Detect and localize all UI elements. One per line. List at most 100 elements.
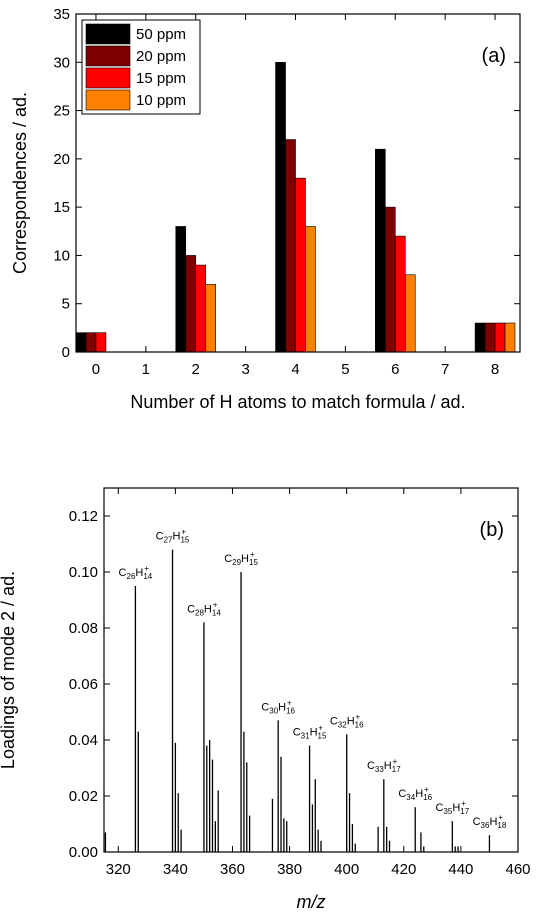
bar [185,255,197,353]
y-tick-label: 20 [53,151,70,168]
x-tick-label: 6 [391,361,399,378]
y-tick-label: 0.06 [69,676,98,693]
legend-label: 15 ppm [136,70,186,87]
peak-label-part: + [318,724,323,733]
peak-label-part: 29 [232,558,241,567]
plot-frame [103,487,519,853]
peak-label-part: H [452,802,460,814]
peak-label-part: + [461,799,466,808]
bar [504,322,516,353]
peak-label-part: + [250,550,255,559]
peak-label-part: C [293,727,301,739]
peak-label-part: C [473,816,481,828]
x-tick-label: 7 [441,361,449,378]
peak-label-part: + [144,564,149,573]
x-tick-label: 0 [92,361,100,378]
bar [484,322,496,353]
peak-label-part: C [119,567,127,579]
peak-label-part: H [347,715,355,727]
peak-label-part: 16 [423,793,432,802]
legend-swatch [85,89,131,111]
legend-label: 50 ppm [136,26,186,43]
peak-label-part: 33 [375,765,384,774]
peak-label-part: 14 [212,608,221,617]
peak-label-part: C [367,760,375,772]
peak-label-part: 17 [460,807,469,816]
peak-label-part: H [204,603,212,615]
peak-label: C28H14+ [187,600,221,617]
peak-label-part: 15 [180,536,189,545]
peak-label-part: 16 [355,720,364,729]
peak-label: C32H16+ [330,712,364,729]
peak-label: C26H14+ [119,564,153,581]
peak-label: C29H15+ [224,550,258,567]
peak-label-part: 32 [338,720,347,729]
peak-label-part: 16 [286,706,295,715]
peak-label-part: 27 [164,536,173,545]
x-tick-label: 420 [391,861,416,878]
legend-swatch [85,67,131,89]
x-tick-label: 2 [192,361,200,378]
bar [195,264,207,353]
peak-label-part: H [415,788,423,800]
x-tick-label: 440 [448,861,473,878]
peak-label-part: 18 [497,821,506,830]
x-axis-label: Number of H atoms to match formula / ad. [130,392,465,412]
plot-frame [75,13,521,353]
peak-label-part: + [424,785,429,794]
y-tick-label: 0.12 [69,508,98,525]
peak-label-part: + [356,712,361,721]
peak-label-part: + [287,698,292,707]
bar [275,61,286,353]
x-tick-label: 460 [505,861,530,878]
peak-label-part: 35 [443,807,452,816]
y-tick-label: 30 [53,54,70,71]
y-tick-label: 15 [53,199,70,216]
x-axis-label: m/z [297,892,326,912]
bar [494,322,506,353]
legend-swatch [85,23,131,45]
peak-label-part: 31 [301,732,310,741]
bar [394,235,406,353]
bar [95,332,107,353]
x-tick-label: 400 [334,861,359,878]
y-tick-label: 10 [53,247,70,264]
peak-label: C36H18+ [473,813,507,830]
peak-label-part: H [310,727,318,739]
peak-label-part: 36 [481,821,490,830]
peak-label-part: + [393,757,398,766]
bar [385,206,396,353]
bar [175,226,187,353]
x-tick-label: 320 [106,861,131,878]
x-tick-label: 340 [163,861,188,878]
legend-label: 20 ppm [136,48,186,65]
peak-label-part: 30 [269,706,278,715]
y-tick-label: 35 [53,6,70,23]
bar [295,177,306,353]
peak-label-part: 14 [143,572,152,581]
y-axis-label: Loadings of mode 2 / ad. [0,571,18,769]
peak-label-part: 28 [195,608,204,617]
peak-label-part: H [135,567,143,579]
peak-label: C30H16+ [261,698,295,715]
bar [305,226,316,353]
peak-label-part: + [181,528,186,537]
bar [75,332,87,353]
y-tick-label: 25 [53,103,70,120]
x-tick-label: 360 [220,861,245,878]
y-tick-label: 0.08 [69,620,98,637]
peak-label-part: 15 [249,558,258,567]
peak-label-part: + [213,600,218,609]
legend-label: 10 ppm [136,92,186,109]
bar [205,284,216,353]
bar [285,139,296,353]
y-tick-label: 0.04 [69,732,98,749]
peak-label-part: H [173,531,181,543]
peak-label-part: C [261,701,269,713]
x-tick-label: 8 [491,361,499,378]
peak-label-part: 34 [406,793,415,802]
bar [375,148,386,353]
peak-label-part: C [435,802,443,814]
peak-label: C35H17+ [435,799,469,816]
